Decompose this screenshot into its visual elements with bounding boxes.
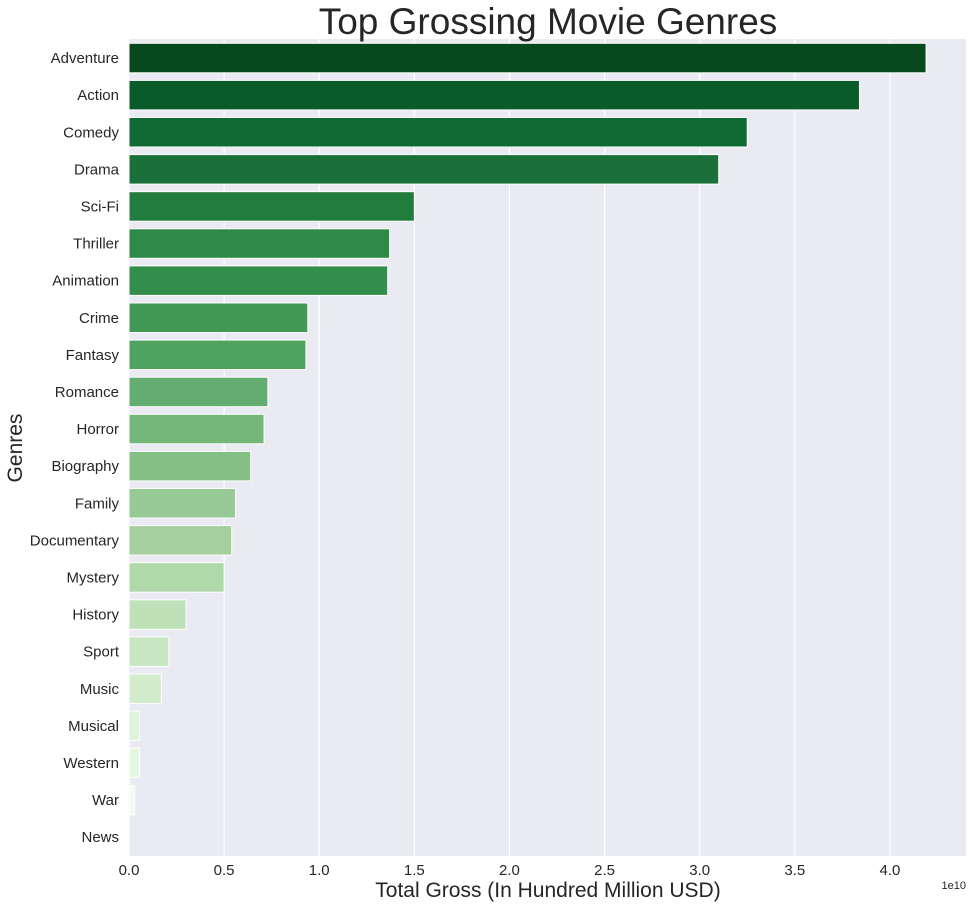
x-tick-label: 2.5	[594, 862, 615, 879]
y-tick-label: Romance	[55, 384, 119, 401]
x-axis-label: Total Gross (In Hundred Million USD)	[375, 879, 720, 902]
bar-romance	[128, 376, 269, 408]
bar-documentary	[128, 525, 233, 556]
x-tick-label: 3.0	[689, 862, 710, 879]
bar-action	[128, 79, 860, 111]
bar-drama	[128, 154, 720, 185]
x-tick-label: 0.5	[214, 862, 235, 879]
bar-war	[128, 784, 136, 816]
bar-western	[128, 747, 140, 779]
x-tick-label: 1.5	[404, 862, 425, 879]
y-tick-label: Sport	[83, 644, 120, 661]
bar-sport	[128, 636, 170, 667]
y-tick-label: Horror	[76, 421, 119, 438]
bar-fantasy	[128, 339, 307, 371]
x-tick-label: 0.0	[119, 862, 140, 879]
y-tick-label: Animation	[52, 273, 119, 290]
y-tick-label: Music	[80, 681, 120, 698]
bar-horror	[128, 413, 265, 445]
y-axis-label: Genres	[4, 414, 27, 483]
y-tick-label: News	[81, 829, 119, 846]
bar-family	[128, 488, 237, 519]
bar-animation	[128, 265, 389, 296]
x-tick-label: 2.0	[499, 862, 520, 879]
x-tick-label: 3.5	[784, 862, 805, 879]
bar-adventure	[128, 42, 927, 74]
bars	[128, 42, 927, 816]
y-tick-label: Documentary	[30, 532, 120, 549]
y-tick-label: Family	[75, 495, 120, 512]
y-tick-label: Biography	[51, 458, 119, 475]
x-tick-label: 4.0	[879, 862, 900, 879]
y-tick-label: Western	[63, 755, 119, 772]
y-tick-label: Comedy	[63, 124, 119, 141]
bar-comedy	[128, 117, 748, 148]
x-tick-label: 1.0	[309, 862, 330, 879]
y-tick-label: Drama	[74, 161, 120, 178]
y-tick-label: Fantasy	[66, 347, 120, 364]
bar-music	[128, 673, 162, 704]
x-tick-labels: 0.0 0.5 1.0 1.5 2.0 2.5 3.0 3.5 4.0	[119, 862, 901, 879]
chart-title: Top Grossing Movie Genres	[319, 1, 778, 42]
bar-history	[128, 599, 187, 630]
bar-mystery	[128, 562, 225, 593]
bar-musical	[128, 710, 140, 742]
bar-crime	[128, 302, 309, 333]
bar-thriller	[128, 228, 391, 259]
y-tick-label: Adventure	[51, 50, 119, 67]
bar-sci-fi	[128, 191, 415, 222]
y-tick-label: Musical	[68, 718, 119, 735]
y-tick-label: Action	[77, 87, 119, 104]
y-tick-label: Thriller	[73, 236, 119, 253]
y-tick-label: War	[92, 792, 119, 809]
x-axis-offset-label: 1e10	[942, 880, 966, 892]
y-tick-label: Sci-Fi	[81, 198, 119, 215]
y-tick-labels: Adventure Action Comedy Drama Sci-Fi Thriller…	[30, 50, 120, 846]
y-tick-label: Crime	[79, 310, 119, 327]
y-tick-label: History	[72, 607, 119, 624]
bar-biography	[128, 450, 252, 482]
y-tick-label: Mystery	[67, 569, 120, 586]
